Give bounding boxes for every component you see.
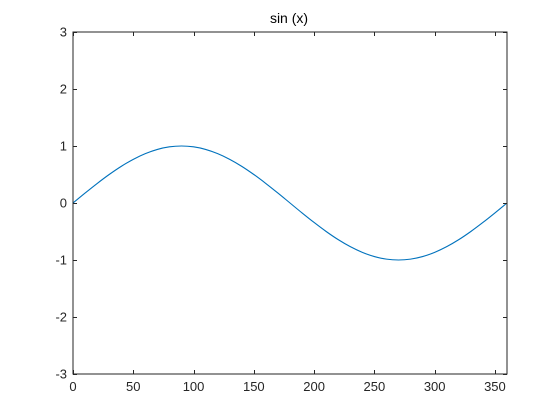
y-tick-label: 0 xyxy=(60,196,67,211)
y-tick-label: 2 xyxy=(60,82,67,97)
y-tick-label: 1 xyxy=(60,139,67,154)
x-tick-label: 200 xyxy=(303,379,325,394)
y-tick-label: 3 xyxy=(60,25,67,40)
x-tick-label: 300 xyxy=(424,379,446,394)
labels-layer: 0 50 100 150 200 250 300 350 -3 -2 -1 0 1 2 3 xyxy=(55,25,505,395)
chart-title: sin (x) xyxy=(270,10,308,26)
x-tick-label: 250 xyxy=(364,379,386,394)
y-tick-label: -2 xyxy=(55,310,67,325)
x-tick-label: 100 xyxy=(183,379,205,394)
x-tick-label: 50 xyxy=(126,379,140,394)
plot-layer xyxy=(72,145,508,261)
x-tick-label: 350 xyxy=(484,379,506,394)
axes-layer xyxy=(72,31,508,375)
x-tick-label: 0 xyxy=(69,379,76,394)
series-line-0 xyxy=(72,145,508,261)
y-tick-label: -3 xyxy=(55,367,67,382)
y-tick-label: -1 xyxy=(55,253,67,268)
x-tick-label: 150 xyxy=(243,379,265,394)
